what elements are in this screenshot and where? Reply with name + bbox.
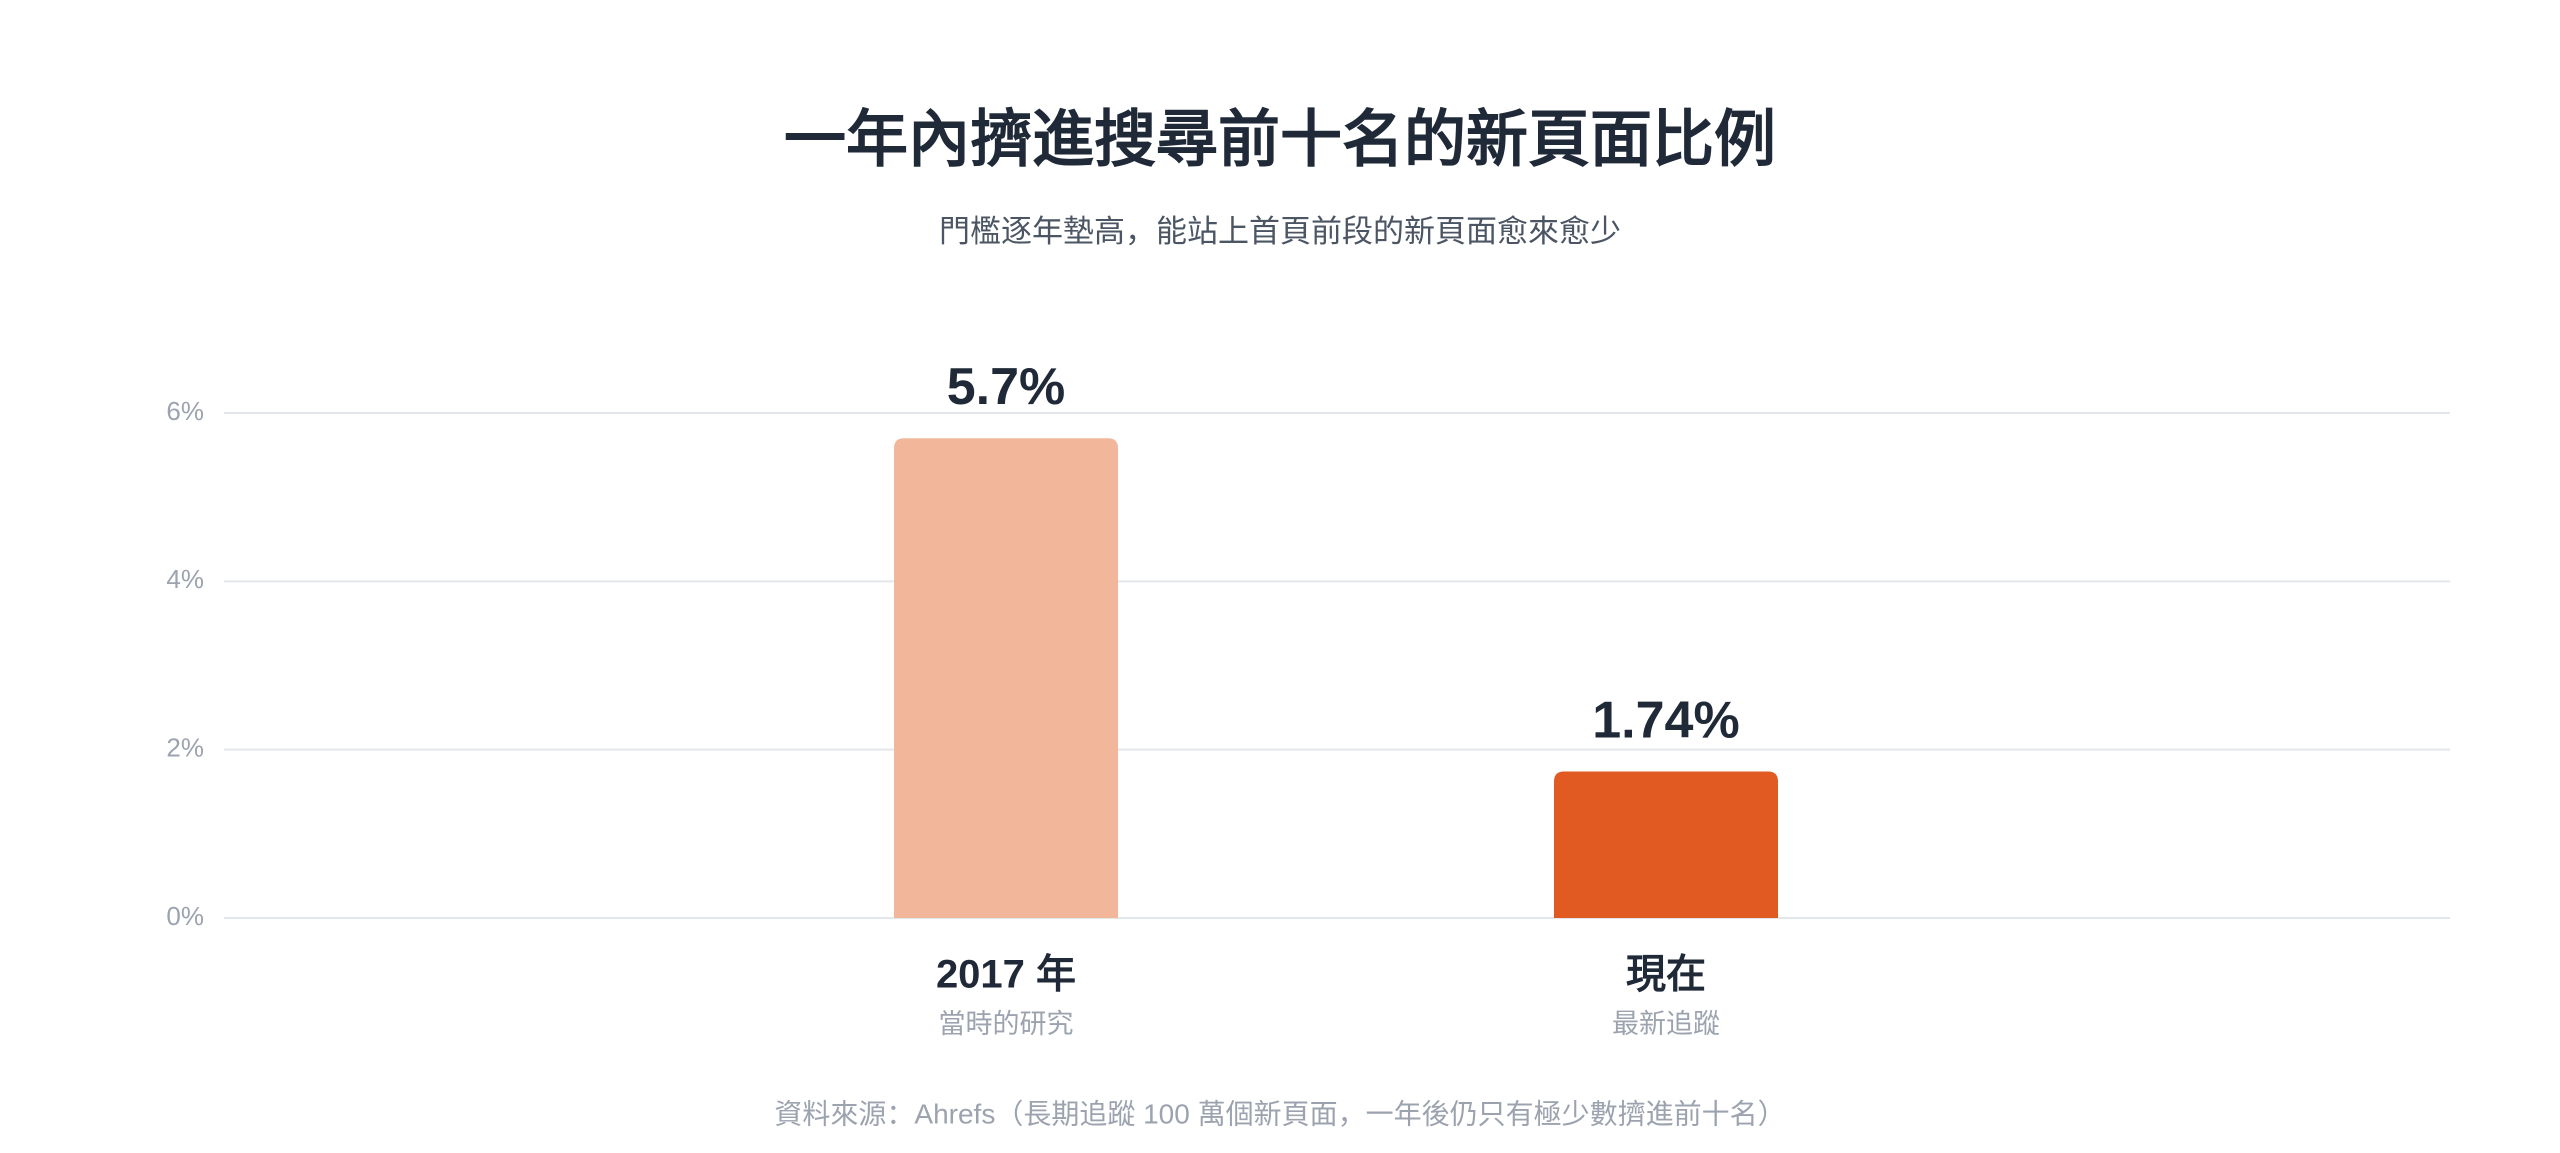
x-tick-label: 2017 年 bbox=[936, 953, 1076, 997]
y-tick-label: 2% bbox=[166, 733, 204, 763]
chart-subtitle: 門檻逐年墊高，能站上首頁前段的新頁面愈來愈少 bbox=[939, 214, 1621, 249]
x-tick-sublabel: 當時的研究 bbox=[939, 1009, 1074, 1039]
y-tick-label: 6% bbox=[166, 396, 204, 426]
x-tick-sublabel: 最新追蹤 bbox=[1612, 1009, 1720, 1039]
bar bbox=[894, 438, 1118, 918]
value-label: 5.7% bbox=[947, 358, 1066, 416]
x-tick-label: 現在 bbox=[1626, 953, 1706, 997]
value-label: 1.74% bbox=[1592, 691, 1739, 749]
y-tick-label: 4% bbox=[166, 564, 204, 594]
chart-title: 一年內擠進搜尋前十名的新頁面比例 bbox=[784, 105, 1776, 174]
y-tick-label: 0% bbox=[166, 901, 204, 931]
source-note: 資料來源：Ahrefs（長期追蹤 100 萬個新頁面，一年後仍只有極少數擠進前十… bbox=[774, 1098, 1785, 1129]
bar bbox=[1554, 771, 1778, 918]
